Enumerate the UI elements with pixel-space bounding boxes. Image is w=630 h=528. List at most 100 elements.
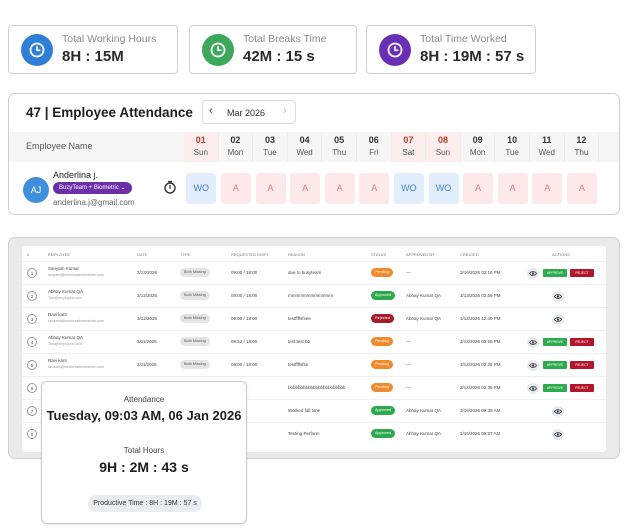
created-cell: 3/16/2026 02:19 PM — [460, 270, 501, 275]
row-index: 2 — [27, 291, 37, 301]
type-badge: Both Missing — [180, 360, 210, 369]
weekday-label: Thu — [574, 148, 589, 157]
attendance-cell-04[interactable]: A — [290, 173, 321, 204]
approve-button[interactable]: APPROVE — [543, 384, 567, 392]
reject-button[interactable]: REJECT — [570, 269, 594, 277]
weekday-label: Wed — [538, 148, 555, 157]
approve-button[interactable]: APPROVE — [543, 269, 567, 277]
view-eye-icon[interactable] — [527, 383, 539, 394]
day-number: 09 — [472, 135, 483, 145]
clock-icon — [21, 34, 53, 66]
status-badge: Pending — [371, 268, 393, 277]
row-index: 4 — [27, 337, 37, 347]
table-row: 1 Sanyam Kumar sanyam@businesstimetracker.… — [22, 261, 606, 284]
day-number: 06 — [368, 135, 379, 145]
weekday-label: Wed — [296, 148, 313, 157]
reject-button[interactable]: REJECT — [570, 338, 594, 346]
stat-value: 8H : 19M : 57 s — [420, 48, 525, 65]
view-eye-icon[interactable] — [552, 429, 564, 440]
attendance-cell-11[interactable]: A — [532, 173, 563, 204]
day-number: 08 — [437, 135, 448, 145]
stat-label: Total Working Hours — [62, 33, 157, 45]
view-eye-icon[interactable] — [552, 406, 564, 417]
day-number: 04 — [299, 135, 310, 145]
approved-by-cell: Abhay Kumar QA — [406, 431, 442, 436]
employee-cell: Abhay Kumar QA Test@employee.com — [48, 335, 83, 346]
created-cell: 3/16/2026 09:37 AM — [460, 431, 501, 436]
day-header-08: 08 Sun — [426, 132, 461, 162]
employee-name: Ravi kant — [48, 312, 67, 317]
attendance-cell-08[interactable]: WO — [428, 173, 459, 204]
requested-shift-cell: 08:52 / 18:00 — [231, 339, 258, 344]
approved-by-cell: Abhay Kumar QA — [406, 316, 442, 321]
day-header-07: 07 Sat — [391, 132, 427, 162]
attendance-cell-03[interactable]: A — [255, 173, 286, 204]
status-badge: Pending — [371, 360, 393, 369]
table-row: 7 Worked full time Approved Abhay Kumar QA 3… — [22, 399, 606, 422]
weekday-label: Tue — [505, 148, 519, 157]
month-picker[interactable]: ‹ Mar 2026 › — [202, 100, 296, 124]
status-badge: Approved — [371, 429, 396, 438]
row-index: 8 — [27, 429, 37, 439]
employee-email: ravikant@businesstimetracker.com — [48, 319, 104, 323]
attendance-cell-06[interactable]: A — [359, 173, 390, 204]
attendance-cell-09[interactable]: A — [463, 173, 494, 204]
date-cell: 3/12/2026 — [137, 293, 158, 298]
type-badge: Both Missing — [180, 314, 210, 323]
day-header-06: 06 Fri — [357, 132, 392, 162]
stat-label: Total Breaks Time — [243, 33, 327, 45]
attendance-cell-07[interactable]: WO — [393, 173, 424, 204]
requested-shift-cell: 09:00 / 18:00 — [231, 362, 258, 367]
row-index: 1 — [27, 268, 37, 278]
stat-card-breaks-time: Total Breaks Time 42M : 15 s — [189, 25, 357, 74]
day-header-01: 01 Sun — [184, 132, 219, 162]
day-number: 11 — [542, 135, 552, 145]
created-cell: 3/13/2026 02:35 PM — [460, 385, 501, 390]
row-index: 7 — [27, 406, 37, 416]
clock-icon — [379, 34, 411, 66]
employee-email: ravikant@businesstimetracker.com — [48, 365, 104, 369]
weekday-label: Sun — [193, 148, 208, 157]
stat-label: Total Time Worked — [420, 33, 507, 45]
reject-button[interactable]: REJECT — [570, 384, 594, 392]
view-eye-icon[interactable] — [552, 314, 564, 325]
reason-cell: due to busyteam — [288, 270, 322, 275]
employee-name-header: Employee Name — [26, 141, 93, 151]
chevron-right-icon[interactable]: › — [283, 105, 287, 117]
row-index: 5 — [27, 360, 37, 370]
attendance-cell-01[interactable]: WO — [186, 173, 217, 204]
team-dropdown[interactable]: BuzyTeam + Biometric ⌄ — [53, 182, 132, 194]
day-header-05: 05 Thu — [322, 132, 357, 162]
view-eye-icon[interactable] — [527, 268, 539, 279]
employee-cell: Ravi kant ravikant@businesstimetracker.co… — [48, 312, 104, 323]
attendance-cell-02[interactable]: A — [220, 173, 251, 204]
approve-button[interactable]: APPROVE — [543, 338, 567, 346]
attendance-cell-10[interactable]: A — [497, 173, 528, 204]
date-cell: 3/13/2026 — [137, 270, 158, 275]
reject-button[interactable]: REJECT — [570, 361, 594, 369]
view-eye-icon[interactable] — [552, 291, 564, 302]
employee-cell: Sanyam Kumar sanyam@businesstimetracker.c… — [48, 266, 104, 277]
table-row: 4 Abhay Kumar QA Test@employee.com 3/11/202… — [22, 330, 606, 353]
weekday-label: Fri — [369, 148, 379, 157]
status-badge: Approved — [371, 291, 396, 300]
view-eye-icon[interactable] — [527, 337, 539, 348]
day-number: 12 — [576, 135, 587, 145]
stopwatch-icon[interactable] — [163, 180, 177, 194]
chevron-left-icon[interactable]: ‹ — [209, 105, 213, 117]
created-cell: 3/13/2026 03:56 PM — [460, 339, 501, 344]
column-header: Actions — [552, 252, 570, 257]
stat-card-working-hours: Total Working Hours 8H : 15M — [8, 25, 178, 74]
status-badge: Rejected — [371, 314, 394, 323]
clock-icon — [202, 34, 234, 66]
date-cell: 3/11/2026 — [137, 339, 157, 344]
month-label: Mar 2026 — [227, 108, 266, 118]
attendance-cell-05[interactable]: A — [324, 173, 355, 204]
attendance-cell-12[interactable]: A — [566, 173, 597, 204]
reason-cell: testffffsfsee — [288, 316, 311, 321]
view-eye-icon[interactable] — [527, 360, 539, 371]
column-header: # — [27, 252, 30, 257]
approve-button[interactable]: APPROVE — [543, 361, 567, 369]
created-cell: 3/13/2026 02:56 PM — [460, 293, 501, 298]
table-row: 8 Testing Perform Approved Abhay Kumar QA 3/… — [22, 422, 606, 445]
